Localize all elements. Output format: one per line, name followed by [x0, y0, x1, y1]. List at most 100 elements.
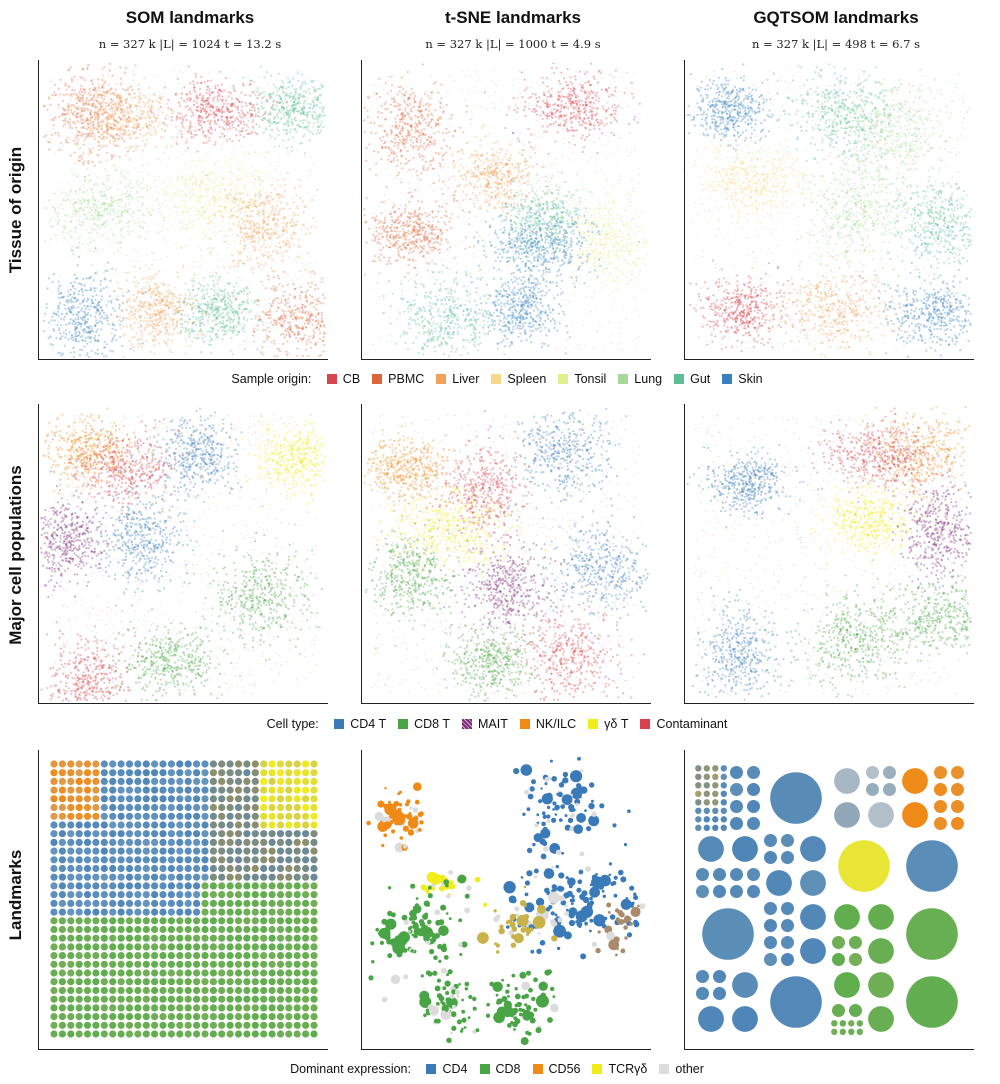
scatter-point: [211, 104, 214, 107]
scatter-point: [122, 108, 126, 111]
scatter-point: [191, 188, 194, 191]
scatter-point: [281, 207, 284, 210]
scatter-point: [168, 349, 171, 352]
scatter-point: [88, 328, 90, 331]
scatter-point: [105, 92, 108, 95]
scatter-point: [107, 103, 111, 106]
scatter-point: [94, 203, 97, 206]
scatter-point: [200, 103, 203, 106]
scatter-point: [158, 320, 161, 324]
scatter-point: [249, 132, 252, 135]
scatter-point: [88, 126, 91, 129]
scatter-point: [256, 328, 259, 331]
scatter-point: [221, 184, 224, 187]
scatter-point: [179, 218, 183, 221]
scatter-point: [242, 192, 245, 195]
scatter-point: [228, 137, 231, 140]
scatter-point: [242, 300, 245, 303]
scatter-point: [83, 88, 86, 91]
scatter-point: [215, 105, 218, 108]
scatter-point: [261, 212, 264, 215]
scatter-point: [66, 109, 70, 112]
scatter-point: [217, 109, 220, 113]
scatter-point: [113, 123, 116, 126]
scatter-point: [214, 306, 217, 310]
scatter-point: [71, 249, 74, 252]
scatter-point: [315, 90, 318, 92]
scatter-point: [191, 286, 194, 289]
scatter-point: [235, 187, 237, 189]
scatter-point: [308, 106, 311, 109]
scatter-point: [72, 209, 75, 212]
scatter-point: [255, 168, 257, 171]
scatter-point: [114, 88, 117, 91]
scatter-point: [148, 116, 151, 119]
scatter-point: [196, 213, 199, 216]
scatter-point: [262, 216, 266, 219]
scatter-point: [74, 326, 77, 329]
scatter-point: [77, 255, 81, 258]
scatter-point: [244, 206, 247, 209]
scatter-point: [269, 113, 272, 116]
scatter-point: [140, 303, 142, 305]
scatter-point: [258, 197, 262, 201]
scatter-point: [166, 332, 169, 335]
scatter-point: [72, 304, 75, 308]
scatter-point: [240, 231, 243, 234]
scatter-point: [317, 114, 321, 117]
scatter-point: [287, 110, 290, 113]
scatter-point: [223, 128, 226, 131]
scatter-point: [272, 100, 275, 103]
scatter-point: [185, 98, 188, 101]
scatter-point: [85, 119, 88, 122]
scatter-point: [316, 132, 319, 135]
scatter-point: [69, 123, 72, 126]
scatter-point: [124, 147, 127, 150]
scatter-point: [177, 213, 180, 216]
scatter-point: [269, 95, 272, 98]
scatter-point: [46, 108, 49, 112]
scatter-point: [153, 314, 157, 318]
scatter-point: [150, 350, 153, 354]
scatter-point: [116, 93, 119, 97]
scatter-point: [96, 308, 100, 311]
scatter-point: [97, 304, 100, 307]
scatter-point: [292, 221, 295, 224]
scatter-point: [281, 109, 283, 111]
scatter-point: [285, 87, 288, 90]
scatter-point: [81, 135, 84, 137]
scatter-point: [134, 104, 137, 108]
scatter-point: [98, 89, 101, 92]
scatter-point: [159, 311, 162, 314]
scatter-point: [74, 300, 78, 303]
scatter-point: [82, 101, 85, 104]
scatter-point: [279, 111, 282, 114]
scatter-point: [268, 120, 271, 124]
scatter-point: [215, 143, 217, 145]
scatter-point: [57, 290, 61, 293]
scatter-point: [162, 226, 165, 229]
scatter-point: [216, 311, 219, 314]
scatter-point: [223, 294, 226, 298]
scatter-point: [155, 298, 158, 301]
scatter-point: [126, 88, 129, 91]
scatter-point: [135, 297, 138, 300]
scatter-point: [90, 124, 93, 127]
scatter-point: [322, 125, 325, 129]
scatter-point: [87, 135, 90, 138]
scatter-point: [240, 122, 243, 125]
scatter-point: [136, 292, 139, 295]
scatter-point: [97, 339, 100, 342]
scatter-point: [97, 114, 100, 117]
scatter-point: [170, 116, 173, 119]
scatter-point: [258, 125, 261, 128]
scatter-point: [272, 214, 275, 217]
scatter-point: [158, 314, 161, 317]
scatter-point: [151, 126, 153, 129]
scatter-point: [276, 224, 279, 227]
scatter-point: [45, 306, 48, 309]
scatter-point: [215, 232, 218, 235]
scatter-point: [59, 332, 62, 335]
scatter-point: [227, 91, 230, 94]
scatter-point: [287, 123, 290, 126]
